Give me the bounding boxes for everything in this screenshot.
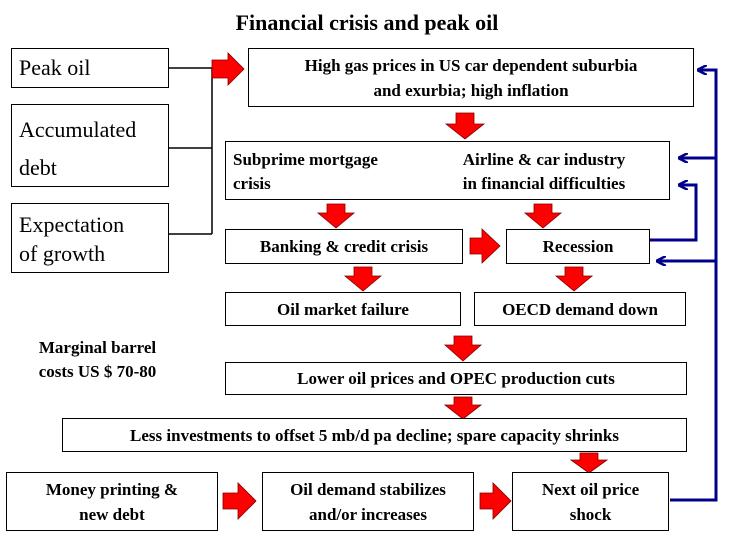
box-oecd-demand-down: OECD demand down (474, 292, 686, 326)
box-subprime-airline-row: Subprime mortgage crisis Airline & car i… (225, 141, 670, 200)
input-expectation-of-growth: Expectation of growth (11, 203, 169, 273)
box-banking-credit-crisis: Banking & credit crisis (225, 229, 463, 264)
arrow-subprime-to-banking (316, 203, 356, 229)
arrow-banking-to-recession (469, 228, 501, 264)
box-oil-market-failure: Oil market failure (225, 292, 461, 326)
arrow-inputs-to-high-gas (211, 52, 245, 86)
box-next-oil-price-shock: Next oil price shock (512, 472, 669, 531)
feedback-arrows (650, 70, 718, 502)
arrow-to-lower-oil (443, 335, 483, 362)
feedback-recession-to-airline (650, 185, 698, 242)
feedback-next-shock-to-high-gas (670, 70, 718, 502)
subprime-mortgage-crisis-label: Subprime mortgage crisis (233, 150, 378, 193)
arrow-banking-to-oil-market (343, 266, 383, 292)
arrow-oil-demand-to-next-shock (479, 482, 512, 520)
box-lower-oil-prices: Lower oil prices and OPEC production cut… (225, 362, 687, 395)
arrow-to-next-shock (569, 452, 609, 474)
arrow-airline-to-recession (523, 203, 563, 229)
airline-car-industry-label: Airline & car industry in financial diff… (462, 150, 626, 193)
input-connector-lines (169, 67, 213, 235)
box-money-printing: Money printing & new debt (6, 472, 218, 531)
arrow-high-gas-to-subprime-row (444, 112, 486, 140)
box-oil-demand-stabilizes: Oil demand stabilizes and/or increases (262, 472, 474, 531)
arrow-money-to-oil-demand (222, 482, 257, 520)
box-high-gas-prices: High gas prices in US car dependent subu… (248, 48, 694, 107)
box-less-investments: Less investments to offset 5 mb/d pa dec… (62, 418, 687, 452)
arrow-recession-to-oecd (554, 266, 594, 292)
diagram-title: Financial crisis and peak oil (235, 10, 499, 35)
marginal-barrel-note: Marginal barrel costs US $ 70-80 (38, 338, 157, 381)
arrow-to-less-investments (443, 396, 483, 420)
input-accumulated-debt: Accumulated debt (11, 104, 169, 187)
input-peak-oil: Peak oil (11, 48, 169, 88)
box-recession: Recession (506, 229, 650, 264)
